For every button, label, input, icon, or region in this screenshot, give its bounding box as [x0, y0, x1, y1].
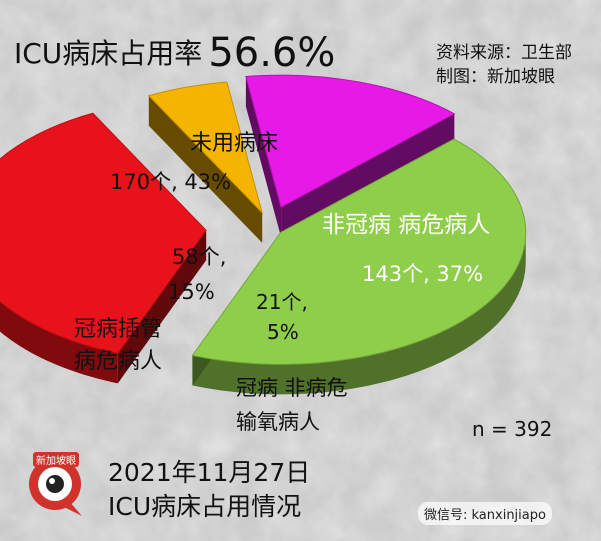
slice-wall-covid-oxygen-0	[148, 95, 263, 243]
logo-text: 新加坡眼	[33, 452, 79, 467]
value-noncovid-critical: 143个, 37%	[362, 262, 484, 286]
caption-text: ICU病床占用情况	[108, 492, 302, 521]
title-text: ICU病床占用率	[14, 37, 203, 70]
label-unused: 未用病床	[190, 131, 279, 156]
source-note: 资料来源：卫生部	[436, 43, 572, 63]
slice-unused	[191, 138, 527, 365]
chart-title: ICU病床占用率 56.6%	[14, 30, 335, 76]
count-covid-oxygen: 21个,	[256, 290, 308, 314]
percent-covid-intubated: 15%	[168, 280, 215, 304]
slice-wall-noncovid-critical-0	[117, 230, 207, 384]
slice-covid-oxygen	[147, 81, 264, 215]
slice-wall-covid-intubated-0	[245, 76, 282, 238]
slice-wall-covid-intubated-1	[281, 113, 455, 238]
wechat-id: 微信号: kanxinjiapo	[418, 502, 552, 525]
slice-covid-intubated	[245, 74, 456, 208]
slice-noncovid-critical	[0, 112, 207, 354]
slice-side-unused	[192, 232, 526, 395]
occupancy-rate: 56.6%	[208, 30, 336, 76]
producer-note: 制图：新加坡眼	[436, 67, 555, 87]
percent-covid-oxygen: 5%	[267, 320, 299, 344]
count-covid-intubated: 58个,	[172, 245, 227, 269]
pie-tops	[0, 74, 527, 365]
label-covid-oxygen-line2: 输氧病人	[236, 410, 320, 434]
brand-logo-icon	[29, 458, 82, 516]
label-covid-intubated-line2: 病危病人	[74, 349, 163, 374]
label-noncovid-critical: 非冠病 病危病人	[322, 212, 491, 238]
value-unused: 170个, 43%	[110, 170, 232, 194]
sample-size: n = 392	[472, 417, 553, 441]
date-text: 2021年11月27日	[108, 458, 311, 487]
label-covid-oxygen-line1: 冠病 非病危	[236, 376, 348, 400]
label-covid-intubated-line1: 冠病插管	[74, 317, 163, 342]
